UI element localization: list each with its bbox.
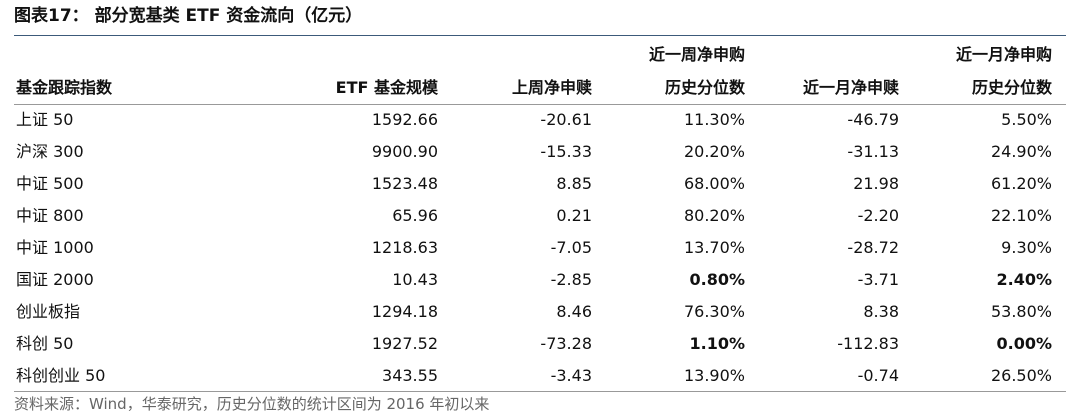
cell: 8.85: [556, 174, 592, 193]
cell: -3.43: [550, 366, 592, 385]
cell: -2.20: [857, 206, 899, 225]
cell: 沪深 300: [16, 142, 84, 161]
cell: 22.10%: [990, 206, 1052, 225]
cell: -31.13: [847, 142, 899, 161]
cell: 上证 50: [16, 110, 74, 129]
cell: -73.28: [540, 334, 592, 353]
cell: -7.05: [550, 238, 592, 257]
header-rule: [14, 104, 1066, 105]
cell: 中证 1000: [16, 238, 94, 257]
cell: 中证 500: [16, 174, 84, 193]
cell: 11.30%: [683, 110, 745, 129]
cell: 53.80%: [990, 302, 1052, 321]
cell: -2.85: [550, 270, 592, 289]
cell: 13.70%: [683, 238, 745, 257]
cell: 1218.63: [371, 238, 438, 257]
cell: 1294.18: [371, 302, 438, 321]
cell: -15.33: [540, 142, 592, 161]
column-header: 基金跟踪指数: [16, 78, 113, 97]
cell: 76.30%: [683, 302, 745, 321]
cell: 21.98: [853, 174, 899, 193]
cell: 国证 2000: [16, 270, 94, 289]
cell: -20.61: [540, 110, 592, 129]
cell: -28.72: [847, 238, 899, 257]
cell: 5.50%: [1001, 110, 1052, 129]
cell: 0.80%: [689, 270, 745, 289]
bottom-rule: [14, 391, 1066, 392]
cell: 0.21: [556, 206, 592, 225]
cell: 1523.48: [371, 174, 438, 193]
cell: 61.20%: [990, 174, 1052, 193]
cell: -3.71: [857, 270, 899, 289]
cell: 343.55: [382, 366, 438, 385]
cell: 科创 50: [16, 334, 74, 353]
cell: -46.79: [847, 110, 899, 129]
cell: 8.46: [556, 302, 592, 321]
cell: 1927.52: [371, 334, 438, 353]
column-header: 近一月净申购: [955, 45, 1052, 64]
cell: 65.96: [392, 206, 438, 225]
cell: 13.90%: [683, 366, 745, 385]
cell: 1.10%: [689, 334, 745, 353]
column-header: 近一周净申购: [648, 45, 745, 64]
column-header: 上周净申赎: [511, 78, 592, 97]
cell: 26.50%: [990, 366, 1052, 385]
cell: 24.90%: [990, 142, 1052, 161]
column-header: 历史分位数: [664, 78, 745, 97]
cell: 9900.90: [371, 142, 438, 161]
column-header: 历史分位数: [971, 78, 1052, 97]
title-rule: [14, 35, 1066, 36]
cell: 创业板指: [16, 302, 81, 321]
cell: 1592.66: [371, 110, 438, 129]
cell: 9.30%: [1001, 238, 1052, 257]
cell: -112.83: [837, 334, 899, 353]
source: 资料来源：Wind，华泰研究，历史分位数的统计区间为 2016 年初以来: [14, 395, 490, 413]
cell: 2.40%: [996, 270, 1052, 289]
cell: 68.00%: [683, 174, 745, 193]
cell: 0.00%: [996, 334, 1052, 353]
column-header: 近一月净申赎: [802, 78, 899, 97]
cell: 80.20%: [683, 206, 745, 225]
column-header: ETF 基金规模: [335, 78, 438, 97]
cell: 20.20%: [683, 142, 745, 161]
title: 图表17： 部分宽基类 ETF 资金流向（亿元）: [14, 6, 363, 26]
cell: 10.43: [392, 270, 438, 289]
cell: 8.38: [863, 302, 899, 321]
cell: -0.74: [857, 366, 899, 385]
cell: 中证 800: [16, 206, 84, 225]
cell: 科创创业 50: [16, 366, 106, 385]
